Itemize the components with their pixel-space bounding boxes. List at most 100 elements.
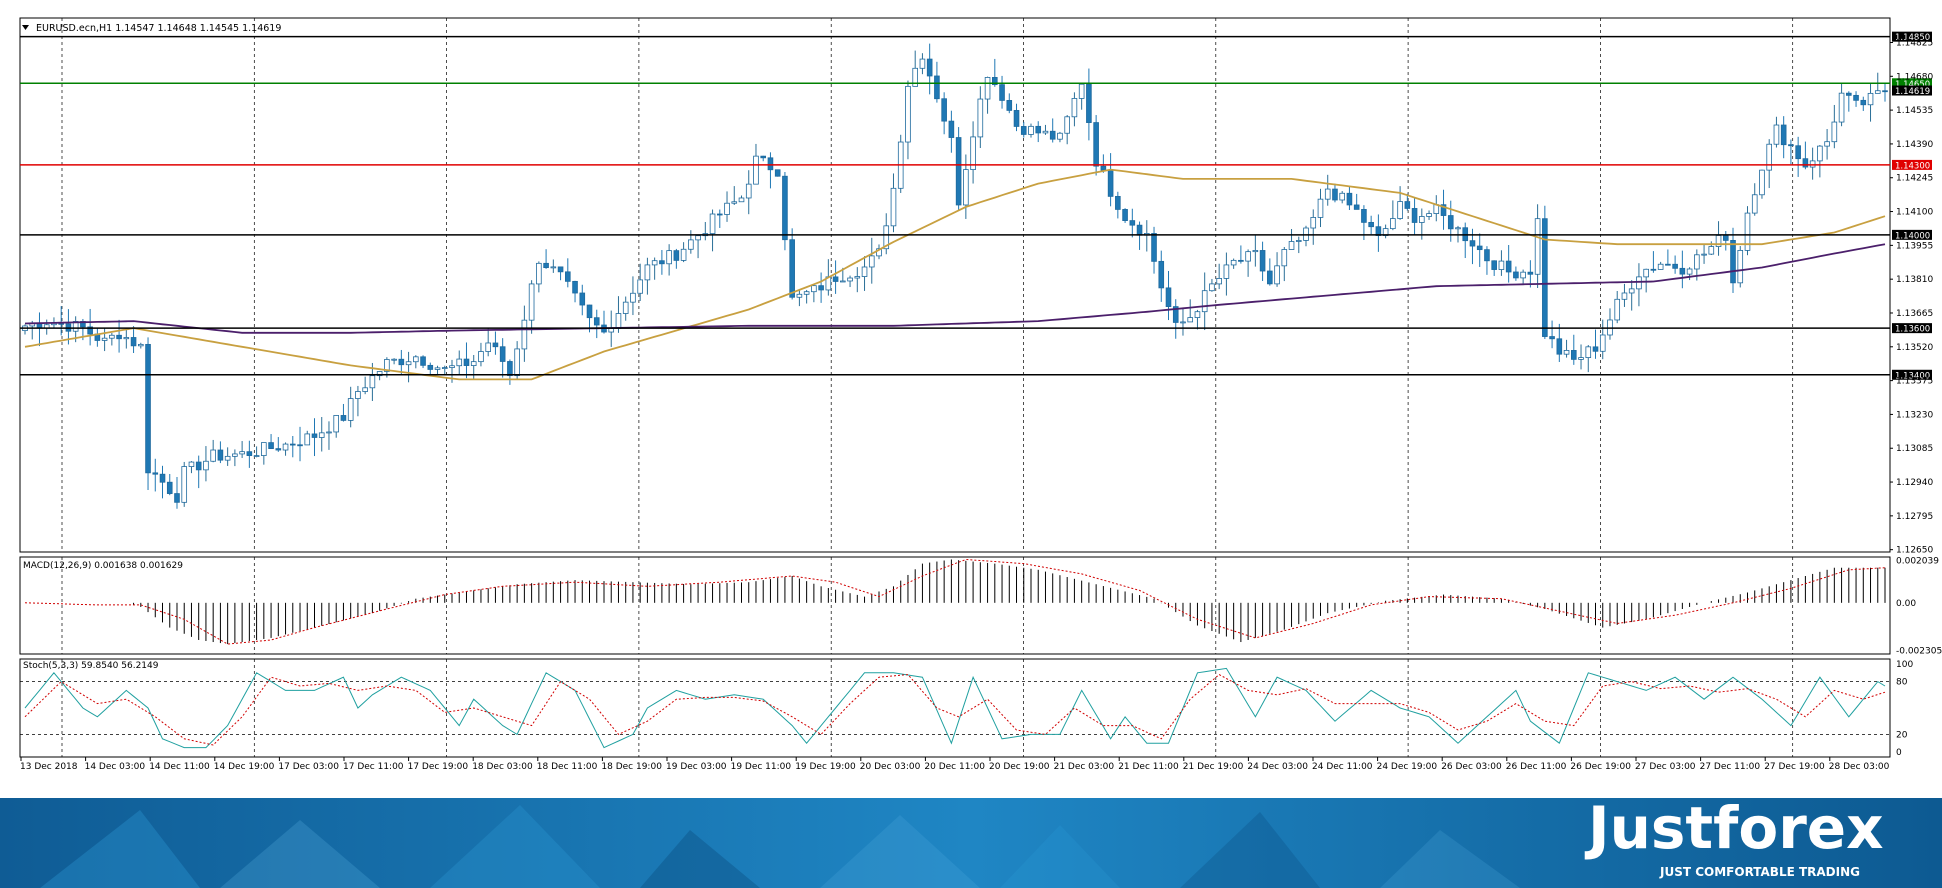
y-tick-label: 1.14390 [1896,140,1933,150]
candle [724,191,730,222]
candle [1172,299,1179,339]
candle [1846,91,1852,112]
x-tick-label: 17 Dec 11:00 [343,762,404,772]
candle [1411,197,1418,235]
candle [282,442,289,456]
candle-body [72,321,79,332]
level-tag-label: 1.14000 [1895,231,1930,241]
candle-body [130,337,137,347]
candle [116,319,122,353]
candle [572,280,578,303]
candle-body [217,449,224,461]
candle-body [1223,264,1230,279]
candle-body [398,358,405,366]
candle [434,365,441,376]
candle [1440,189,1447,230]
stochastic-panel[interactable] [20,667,1890,749]
candle-body [1809,160,1816,168]
candle [1751,183,1758,216]
candle-body [311,433,318,438]
candle [1484,246,1490,275]
candle-body [427,364,434,370]
candle [1650,251,1657,273]
candle [1563,339,1570,358]
candle-body [1339,192,1345,201]
candle [1744,206,1751,256]
candle-body [174,493,180,503]
candle-body [456,358,463,367]
candle [195,455,202,489]
candle-body [1534,218,1541,275]
candle-body [116,334,122,340]
level-tag [1892,369,1932,380]
x-tick-label: 14 Dec 03:00 [85,762,146,772]
candle [579,284,586,316]
candle-body [1599,334,1606,352]
macd-panel[interactable] [24,558,1886,645]
candle-body [1686,268,1693,275]
y-tick-label: 1.14100 [1896,208,1933,218]
candle [101,327,108,352]
candle-body [1665,263,1671,266]
candle [1281,247,1288,282]
candle-body [145,343,151,474]
y-tick-label: 1.13520 [1896,343,1933,353]
y-tick-label: 1.13230 [1896,410,1933,420]
candle [1382,224,1389,239]
candle-body [724,202,730,215]
candle-body [1636,276,1642,290]
candle [441,365,448,376]
candle [1701,243,1707,264]
candle [1078,82,1085,110]
candle [1295,236,1302,254]
candle-body [369,375,376,389]
level-tag-label: 1.13400 [1895,371,1930,381]
candle [1737,246,1744,288]
candle [695,235,701,259]
candle-body [543,262,549,269]
candle [1607,308,1613,340]
candle [369,362,376,401]
candle-body [347,398,354,421]
candle-body [239,451,245,455]
candle-body [441,367,448,369]
candle-body [883,225,890,250]
candle-body [376,371,383,377]
candle [1064,115,1070,145]
candle [905,80,911,160]
candle-body [1730,239,1736,284]
candle-body [811,285,817,293]
candle [912,50,918,87]
candle [1585,344,1592,373]
price-panel[interactable] [20,35,1890,509]
candle-body [1874,90,1881,94]
candle-body [1520,271,1526,279]
candle [955,127,962,211]
candle-body [767,157,774,171]
y-tick-label: 1.13810 [1896,275,1933,285]
symbol-header: EURUSD.ecn,H1 1.14547 1.14648 1.14545 1.… [36,23,281,34]
collapse-triangle-icon[interactable] [22,25,29,30]
candle [174,476,180,509]
candle [1143,220,1150,252]
candle-body [420,356,426,366]
candle [1780,116,1787,159]
candle-body [1172,306,1179,323]
candle-body [1824,141,1830,147]
stoch-label: Stoch(5,3,3) 59.8540 56.2149 [23,661,159,671]
x-tick-label: 14 Dec 19:00 [214,762,275,772]
brand-banner: Justforex JUST COMFORTABLE TRADING [0,794,1942,888]
candle [1505,244,1512,283]
candle-body [528,283,535,321]
candle [1035,121,1042,143]
candle [1086,68,1092,141]
candle-body [507,361,513,377]
candle [593,309,600,339]
x-tick-label: 27 Dec 19:00 [1764,762,1825,772]
candle-body [1194,311,1201,318]
candle-body [449,365,455,368]
candle-body [1455,227,1461,230]
macd-signal-line [24,558,1886,645]
candle-body [434,367,441,370]
